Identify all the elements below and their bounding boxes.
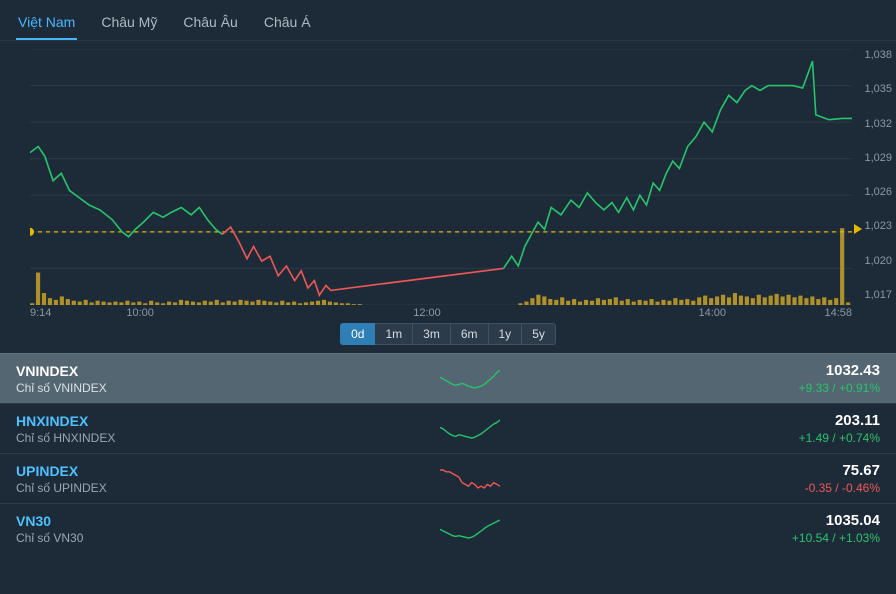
x-axis: 9:14 10:00 12:00 14:00 14:58 — [0, 307, 852, 321]
index-change: -0.35 / -0.46% — [534, 481, 880, 495]
index-value: 75.67 — [534, 462, 880, 479]
tab-châu-á[interactable]: Châu Á — [262, 10, 313, 40]
x-tick: 9:14 — [30, 307, 51, 319]
index-row-upindex[interactable]: UPINDEX Chỉ số UPINDEX 75.67 -0.35 / -0.46% — [0, 453, 896, 503]
timeframe-3m[interactable]: 3m — [413, 323, 451, 345]
y-tick: 1,029 — [864, 152, 892, 164]
index-desc: Chỉ số UPINDEX — [16, 481, 405, 495]
index-value: 1035.04 — [534, 512, 880, 529]
index-row-vnindex[interactable]: VNINDEX Chỉ số VNINDEX 1032.43 +9.33 / +0.9… — [0, 353, 896, 403]
index-change: +1.49 / +0.74% — [534, 431, 880, 445]
y-axis: 1,038 1,035 1,032 1,029 1,026 1,023 1,020 1,017 — [864, 49, 892, 301]
timeframe-buttons: 0d1m3m6m1y5y — [0, 323, 896, 345]
index-symbol: UPINDEX — [16, 463, 405, 479]
sparkline — [440, 518, 500, 540]
y-tick: 1,023 — [864, 220, 892, 232]
index-value: 1032.43 — [534, 362, 880, 379]
timeframe-0d[interactable]: 0d — [340, 323, 375, 345]
x-tick: 14:00 — [698, 307, 726, 319]
y-tick: 1,038 — [864, 49, 892, 61]
index-symbol: VN30 — [16, 513, 405, 529]
index-symbol: HNXINDEX — [16, 413, 405, 429]
chart-canvas — [30, 49, 852, 305]
index-symbol: VNINDEX — [16, 363, 405, 379]
sparkline — [440, 418, 500, 440]
y-tick: 1,032 — [864, 118, 892, 130]
sparkline — [440, 368, 500, 390]
x-tick: 12:00 — [413, 307, 441, 319]
index-desc: Chỉ số VNINDEX — [16, 381, 405, 395]
tab-châu-âu[interactable]: Châu Âu — [181, 10, 239, 40]
timeframe-5y[interactable]: 5y — [522, 323, 556, 345]
x-tick: 14:58 — [824, 307, 852, 319]
timeframe-6m[interactable]: 6m — [451, 323, 489, 345]
index-desc: Chỉ số VN30 — [16, 531, 405, 545]
y-tick: 1,035 — [864, 83, 892, 95]
timeframe-1y[interactable]: 1y — [489, 323, 523, 345]
index-change: +9.33 / +0.91% — [534, 381, 880, 395]
index-row-vn30[interactable]: VN30 Chỉ số VN30 1035.04 +10.54 / +1.03% — [0, 503, 896, 553]
index-list: VNINDEX Chỉ số VNINDEX 1032.43 +9.33 / +0.9… — [0, 353, 896, 553]
tab-việt-nam[interactable]: Việt Nam — [16, 10, 77, 40]
region-tabs: Việt Nam Châu Mỹ Châu Âu Châu Á — [0, 0, 896, 41]
price-chart: 1,038 1,035 1,032 1,029 1,026 1,023 1,020 1,017… — [0, 41, 896, 321]
tab-châu-mỹ[interactable]: Châu Mỹ — [99, 10, 159, 40]
index-change: +10.54 / +1.03% — [534, 531, 880, 545]
y-tick: 1,026 — [864, 186, 892, 198]
index-value: 203.11 — [534, 412, 880, 429]
index-row-hnxindex[interactable]: HNXINDEX Chỉ số HNXINDEX 203.11 +1.49 / +0.… — [0, 403, 896, 453]
sparkline — [440, 468, 500, 490]
y-tick: 1,020 — [864, 255, 892, 267]
index-desc: Chỉ số HNXINDEX — [16, 431, 405, 445]
y-tick: 1,017 — [864, 289, 892, 301]
reference-arrow-icon — [854, 224, 862, 234]
timeframe-1m[interactable]: 1m — [375, 323, 413, 345]
x-tick: 10:00 — [126, 307, 154, 319]
